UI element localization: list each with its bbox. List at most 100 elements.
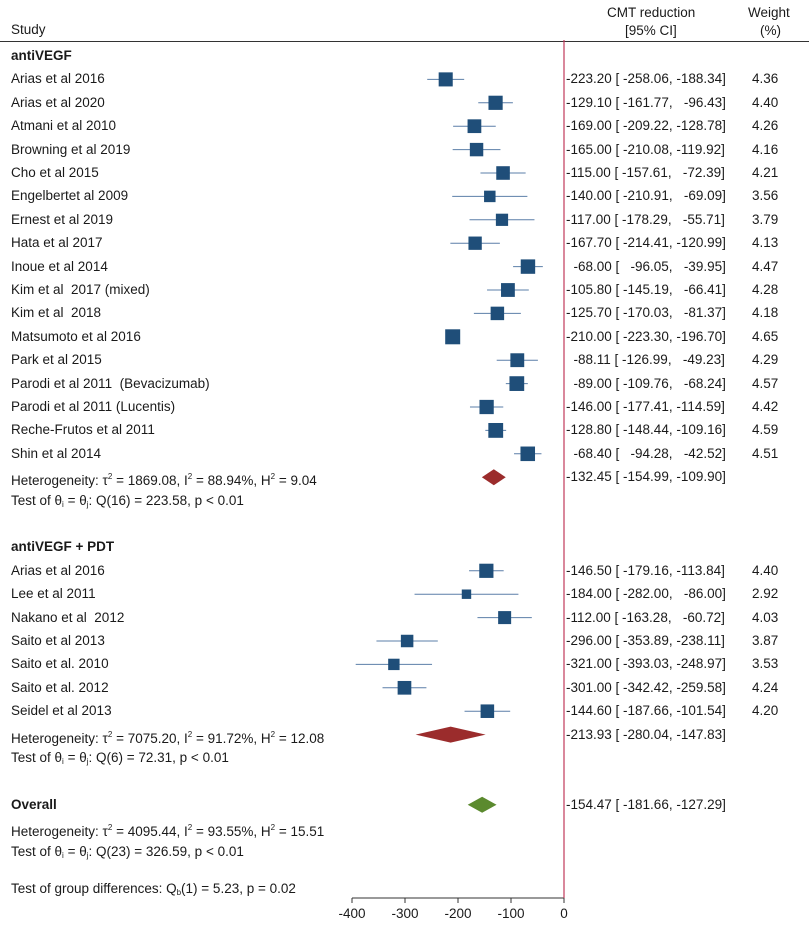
effect-ci: -68.00 [ -96.05, -39.95] [566,258,726,274]
study-weight: 4.28 [752,282,779,297]
study-weight: 2.92 [752,586,779,602]
effect-ci: -321.00 [ -393.03, -248.97] [566,656,726,672]
effect-ci: -89.00 [ -109.76, -68.24] [566,375,726,391]
study-weight: 4.20 [752,703,779,719]
study-label: Inoue et al 2014 [11,258,108,274]
group-difference-test: Test of group differences: Qb(1) = 5.23,… [11,881,296,898]
overall-heterogeneity: Heterogeneity: τ2 = 4095.44, I2 = 93.55%… [11,823,325,840]
effect-ci: -112.00 [ -163.28, -60.72] [566,609,725,625]
study-label: Kim et al 2017 (mixed) [11,282,150,297]
study-label: Arias et al 2016 [11,71,105,87]
study-label: Nakano et al 2012 [11,609,125,625]
cmt-column-header: CMT reduction [607,5,696,20]
study-label: Saito et al. 2010 [11,656,109,672]
effect-ci: -129.10 [ -161.77, -96.43] [566,94,726,110]
study-weight: 4.16 [752,141,779,157]
weight-column-header: Weight [748,5,790,20]
effect-marker [484,190,496,203]
effect-marker [509,376,525,391]
x-tick-label: -400 [338,906,366,921]
study-label: Lee et al 2011 [11,586,96,602]
effect-marker [488,422,504,438]
group-summary-diamond [481,469,506,486]
effect-ci: -296.00 [ -353.89, -238.11] [566,633,725,648]
study-weight: 4.29 [752,352,779,368]
effect-ci: -210.00 [ -223.30, -196.70] [566,328,726,344]
effect-marker [461,589,472,599]
study-label: Saito et al 2013 [11,633,105,648]
effect-ci: -140.00 [ -210.91, -69.09] [566,188,726,204]
effect-marker [520,259,536,274]
effect-ci: -223.20 [ -258.06, -188.34] [566,71,726,87]
heterogeneity-stats: Heterogeneity: τ2 = 7075.20, I2 = 91.72%… [11,729,325,746]
overall-summary-diamond [467,796,497,813]
effect-marker [480,704,495,718]
heterogeneity-stats: Heterogeneity: τ2 = 1869.08, I2 = 88.94%… [11,472,317,489]
study-label: Shin et al 2014 [11,445,102,461]
effect-marker [388,658,400,671]
effect-ci: -88.11 [ -126.99, -49.23] [566,352,725,368]
study-weight: 3.53 [752,656,779,672]
effect-marker [510,353,525,368]
study-weight: 4.13 [752,235,779,251]
effect-ci: -301.00 [ -342.42, -259.58] [566,679,726,695]
group-title: antiVEGF + PDT [11,539,115,555]
study-weight: 4.47 [752,258,779,274]
x-tick-label: 0 [560,906,568,921]
study-weight: 3.56 [752,188,779,204]
effect-ci: -105.80 [ -145.19, -66.41] [566,282,726,297]
effect-marker [495,213,509,226]
effect-marker [490,306,505,321]
study-weight: 4.36 [752,71,779,87]
overall-summary-ci: -154.47 [ -181.66, -127.29] [566,796,726,812]
study-label: Matsumoto et al 2016 [11,328,141,344]
study-label: Arias et al 2016 [11,562,105,578]
effect-marker [488,95,503,110]
effect-ci: -184.00 [ -282.00, -86.00] [566,586,726,602]
effect-marker [400,634,414,648]
effect-ci: -144.60 [ -187.66, -101.54] [566,703,726,719]
study-label: Kim et al 2018 [11,305,102,321]
weight-unit-header: (%) [760,23,781,38]
study-label: Saito et al. 2012 [11,679,109,695]
effect-marker [496,166,510,180]
group-summary-ci: -132.45 [ -154.99, -109.90] [566,469,726,485]
ci-column-header: [95% CI] [625,23,677,38]
study-label: Parodi et al 2011 (Lucentis) [11,399,176,414]
study-weight: 4.59 [752,422,779,438]
overall-title: Overall [11,796,57,812]
x-tick-label: -100 [497,906,525,921]
study-weight: 3.87 [752,633,779,648]
effect-ci: -117.00 [ -178.29, -55.71] [566,211,725,227]
study-weight: 4.03 [752,609,779,625]
effect-ci: -167.70 [ -214.41, -120.99] [566,235,726,251]
effect-marker [467,119,482,134]
study-weight: 4.18 [752,305,779,321]
study-label: Engelbertet al 2009 [11,188,129,204]
study-column-header: Study [11,22,46,37]
study-label: Ernest et al 2019 [11,211,114,227]
study-weight: 4.57 [752,375,779,391]
x-tick-label: -300 [391,906,419,921]
effect-ci: -115.00 [ -157.61, -72.39] [566,165,725,180]
study-label: Atmani et al 2010 [11,118,117,134]
effect-ci: -146.00 [ -177.41, -114.59] [566,399,725,414]
study-weight: 4.40 [752,94,779,110]
effect-marker [469,142,484,157]
effect-ci: -68.40 [ -94.28, -42.52] [566,445,726,461]
study-weight: 4.24 [752,679,779,695]
study-label: Parodi et al 2011 (Bevacizumab) [11,375,210,391]
effect-ci: -165.00 [ -210.08, -119.92] [566,141,725,157]
effect-marker [479,563,494,578]
effect-ci: -169.00 [ -209.22, -128.78] [566,118,726,134]
study-label: Reche-Frutos et al 2011 [11,422,155,438]
effect-marker [520,446,536,462]
study-label: Cho et al 2015 [11,165,99,180]
overall-homogeneity-test: Test of θi = θj: Q(23) = 326.59, p < 0.0… [11,843,244,860]
study-weight: 4.40 [752,562,779,578]
study-weight: 4.65 [752,328,779,344]
effect-marker [438,72,453,87]
study-label: Arias et al 2020 [11,94,105,110]
study-weight: 4.26 [752,118,779,134]
